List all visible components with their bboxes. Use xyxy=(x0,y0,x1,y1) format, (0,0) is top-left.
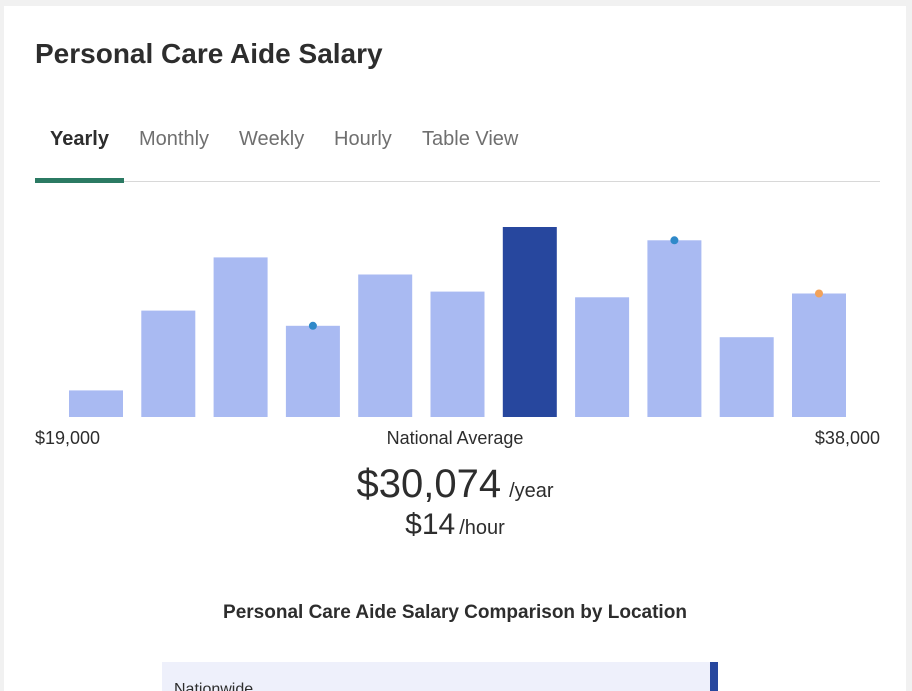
histogram-bar xyxy=(575,297,630,417)
average-hourly: $14/hour xyxy=(4,508,906,542)
bar-marker-dot xyxy=(815,289,823,298)
comparison-row-nationwide[interactable]: Nationwide xyxy=(162,662,718,691)
average-yearly: $30,074/year xyxy=(4,462,906,507)
tab-hourly[interactable]: Hourly xyxy=(334,128,392,150)
tab-weekly[interactable]: Weekly xyxy=(239,128,305,150)
comparison-row-label: Nationwide xyxy=(174,681,254,691)
tab-table-view[interactable]: Table View xyxy=(422,128,519,150)
comparison-title: Personal Care Aide Salary Comparison by … xyxy=(223,602,687,623)
salary-distribution-chart xyxy=(69,227,846,417)
histogram-bar xyxy=(792,293,846,417)
average-hourly-unit: /hour xyxy=(459,517,505,539)
histogram-bar xyxy=(430,291,485,417)
salary-card: Personal Care Aide Salary Yearly Monthly… xyxy=(4,6,906,691)
national-average-label: National Average xyxy=(386,428,524,448)
active-tab-indicator xyxy=(35,178,124,183)
x-max-label: $38,000 xyxy=(814,428,880,448)
histogram-bar xyxy=(647,240,702,417)
average-yearly-value: $30,074 xyxy=(356,462,502,506)
average-hourly-value: $14 xyxy=(405,508,456,541)
comparison-bar-end xyxy=(710,662,718,691)
tab-monthly[interactable]: Monthly xyxy=(139,128,210,150)
histogram-bar xyxy=(69,390,123,417)
page-title: Personal Care Aide Salary xyxy=(35,38,383,69)
histogram-bar xyxy=(213,257,268,417)
histogram-bar xyxy=(141,310,196,417)
tabs-divider xyxy=(35,181,880,182)
histogram-bar xyxy=(719,337,774,417)
bar-marker-dot xyxy=(308,321,317,330)
histogram-bar-national-average xyxy=(502,227,557,417)
bar-marker-dot xyxy=(670,236,679,245)
tab-yearly[interactable]: Yearly xyxy=(50,128,109,150)
period-tabs: Yearly Monthly Weekly Hourly Table View xyxy=(35,124,880,183)
histogram-bar xyxy=(358,274,413,417)
x-min-label: $19,000 xyxy=(35,428,101,448)
histogram-bar xyxy=(285,325,340,417)
average-yearly-unit: /year xyxy=(509,480,554,502)
